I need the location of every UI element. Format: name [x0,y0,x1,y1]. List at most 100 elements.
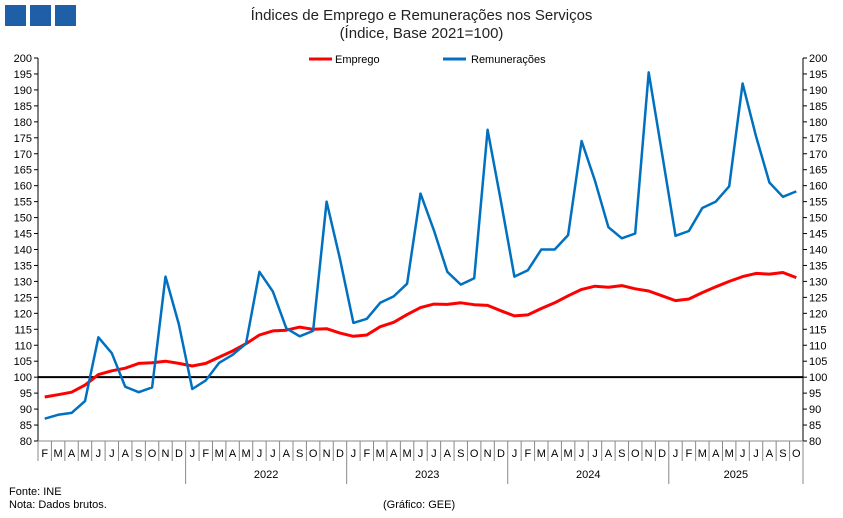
left-tick-label: 115 [14,324,32,336]
chart-title-block: Índices de Emprego e Remunerações nos Se… [0,7,843,43]
left-tick-label: 95 [20,388,32,400]
left-tick-label: 135 [14,260,32,272]
right-tick-label: 125 [809,292,827,304]
month-label: J [109,448,115,460]
month-label: O [309,448,318,460]
chart-credit: (Gráfico: GEE) [383,499,456,511]
left-tick-label: 100 [14,372,32,384]
month-label: J [190,448,196,460]
month-label: S [618,448,625,460]
month-label: A [68,448,76,460]
month-label: O [792,448,801,460]
month-label: M [698,448,707,460]
month-label: J [753,448,759,460]
right-tick-label: 140 [809,245,827,257]
right-tick-label: 200 [809,53,827,65]
month-label: M [402,448,411,460]
left-tick-label: 85 [20,420,32,432]
year-label: 2024 [576,469,600,481]
month-label: F [202,448,209,460]
month-label: J [579,448,585,460]
month-label: A [283,448,291,460]
month-label: J [512,448,518,460]
right-tick-label: 185 [809,101,827,113]
left-tick-label: 170 [14,149,32,161]
left-tick-label: 130 [14,276,32,288]
right-tick-label: 105 [809,356,827,368]
right-tick-label: 120 [809,308,827,320]
legend-label-emprego: Emprego [335,54,380,66]
chart-title: Índices de Emprego e Remunerações nos Se… [250,7,593,24]
month-label: J [351,448,357,460]
left-tick-label: 110 [14,340,32,352]
right-tick-label: 155 [809,197,827,209]
month-label: A [712,448,720,460]
logo-square-2 [30,5,51,26]
left-tick-label: 155 [14,197,32,209]
month-label: O [631,448,640,460]
year-label: 2025 [724,469,748,481]
month-label: N [162,448,170,460]
right-tick-label: 110 [809,340,827,352]
month-label: N [645,448,653,460]
left-tick-label: 165 [14,165,32,177]
month-label: J [270,448,276,460]
month-label: S [457,448,464,460]
month-label: M [54,448,63,460]
left-tick-label: 180 [14,117,32,129]
month-label: N [323,448,331,460]
left-tick-label: 90 [20,404,32,416]
chart-subtitle: (Índice, Base 2021=100) [339,25,504,42]
month-label: F [525,448,532,460]
left-tick-label: 185 [14,101,32,113]
month-label: D [336,448,344,460]
right-tick-label: 190 [809,85,827,97]
right-tick-label: 115 [809,324,827,336]
month-label: A [122,448,130,460]
month-label: O [470,448,479,460]
left-tick-label: 190 [14,85,32,97]
month-label: D [175,448,183,460]
month-label: A [229,448,237,460]
month-label: A [390,448,398,460]
year-label: 2023 [415,469,439,481]
left-tick-label: 140 [14,245,32,257]
month-label: F [41,448,48,460]
month-label: J [673,448,679,460]
right-tick-label: 195 [809,69,827,81]
month-label: M [241,448,250,460]
right-tick-label: 135 [809,260,827,272]
month-label: A [551,448,559,460]
left-tick-label: 105 [14,356,32,368]
month-label: A [444,448,452,460]
month-label: O [148,448,157,460]
legend-label-remunerações: Remunerações [471,54,546,66]
month-label: J [96,448,102,460]
data-note: Nota: Dados brutos. [9,499,107,511]
month-label: S [135,448,142,460]
right-tick-label: 145 [809,229,827,241]
right-tick-label: 150 [809,213,827,225]
left-tick-label: 145 [14,229,32,241]
right-tick-label: 80 [809,436,821,448]
month-label: S [779,448,786,460]
right-tick-label: 130 [809,276,827,288]
month-label: A [766,448,774,460]
month-label: J [592,448,598,460]
month-label: M [725,448,734,460]
month-label: M [376,448,385,460]
month-label: J [418,448,424,460]
month-label: M [537,448,546,460]
month-label: M [215,448,224,460]
month-label: F [686,448,693,460]
right-tick-label: 90 [809,404,821,416]
month-label: A [605,448,613,460]
right-tick-label: 100 [809,372,827,384]
month-label: N [484,448,492,460]
logo-square-1 [5,5,26,26]
right-tick-label: 165 [809,165,827,177]
month-label: M [564,448,573,460]
left-tick-label: 120 [14,308,32,320]
month-label: S [296,448,303,460]
month-label: F [363,448,370,460]
